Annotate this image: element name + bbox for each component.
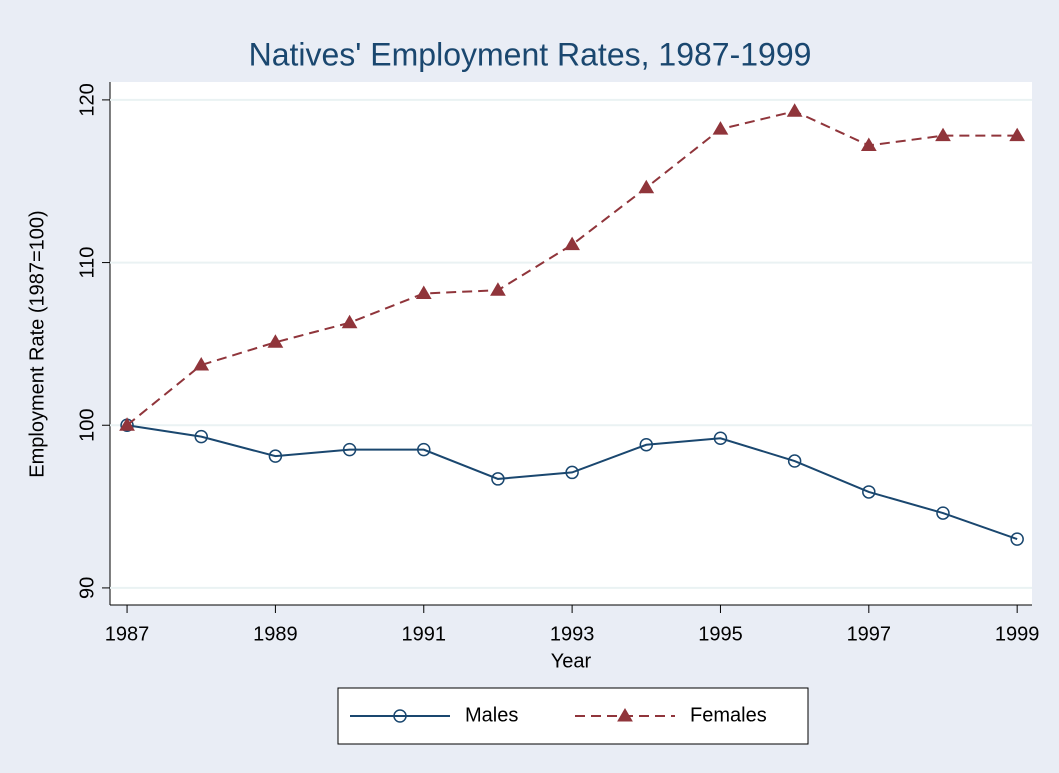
data-point	[491, 472, 505, 486]
y-axis-label: Employment Rate (1987=100)	[26, 210, 48, 477]
series-line	[126, 424, 1018, 541]
x-tick-label: 1997	[847, 623, 892, 645]
data-point	[787, 454, 802, 468]
data-point	[119, 417, 135, 431]
data-point	[1009, 127, 1026, 142]
data-point	[341, 314, 358, 329]
data-point	[786, 103, 803, 117]
data-point	[565, 465, 579, 480]
data-point	[268, 449, 283, 463]
data-point	[712, 121, 729, 135]
data-point	[862, 485, 876, 499]
data-point	[860, 137, 877, 151]
data-point	[194, 429, 208, 444]
data-point	[267, 334, 284, 348]
data-point	[564, 236, 580, 251]
legend-marker	[617, 708, 633, 722]
x-tick-label: 1993	[550, 623, 595, 645]
x-tick-label: 1995	[698, 623, 743, 645]
data-point	[417, 442, 431, 457]
data-point	[638, 179, 655, 194]
data-point	[713, 431, 728, 446]
x-tick-label: 1999	[995, 623, 1040, 645]
legend-marker	[393, 709, 407, 723]
x-tick-label: 1987	[105, 623, 150, 645]
legend-label: Females	[690, 704, 767, 726]
y-tick-label: 120	[76, 83, 98, 116]
plot-area	[110, 82, 1032, 605]
y-tick-label: 90	[76, 577, 98, 599]
x-axis-label: Year	[551, 650, 592, 672]
data-point	[1010, 532, 1024, 546]
y-tick-label: 100	[76, 409, 98, 442]
data-point	[342, 442, 357, 457]
x-tick-label: 1989	[253, 623, 298, 645]
data-point	[415, 285, 432, 299]
data-point	[935, 127, 951, 142]
y-tick-label: 110	[76, 247, 98, 279]
data-point	[639, 438, 654, 452]
legend-label: Males	[465, 704, 518, 726]
chart-title: Natives' Employment Rates, 1987-1999	[249, 36, 812, 72]
x-tick-label: 1991	[402, 623, 447, 645]
data-point	[193, 357, 210, 371]
data-point	[936, 506, 950, 520]
data-point	[490, 282, 506, 296]
